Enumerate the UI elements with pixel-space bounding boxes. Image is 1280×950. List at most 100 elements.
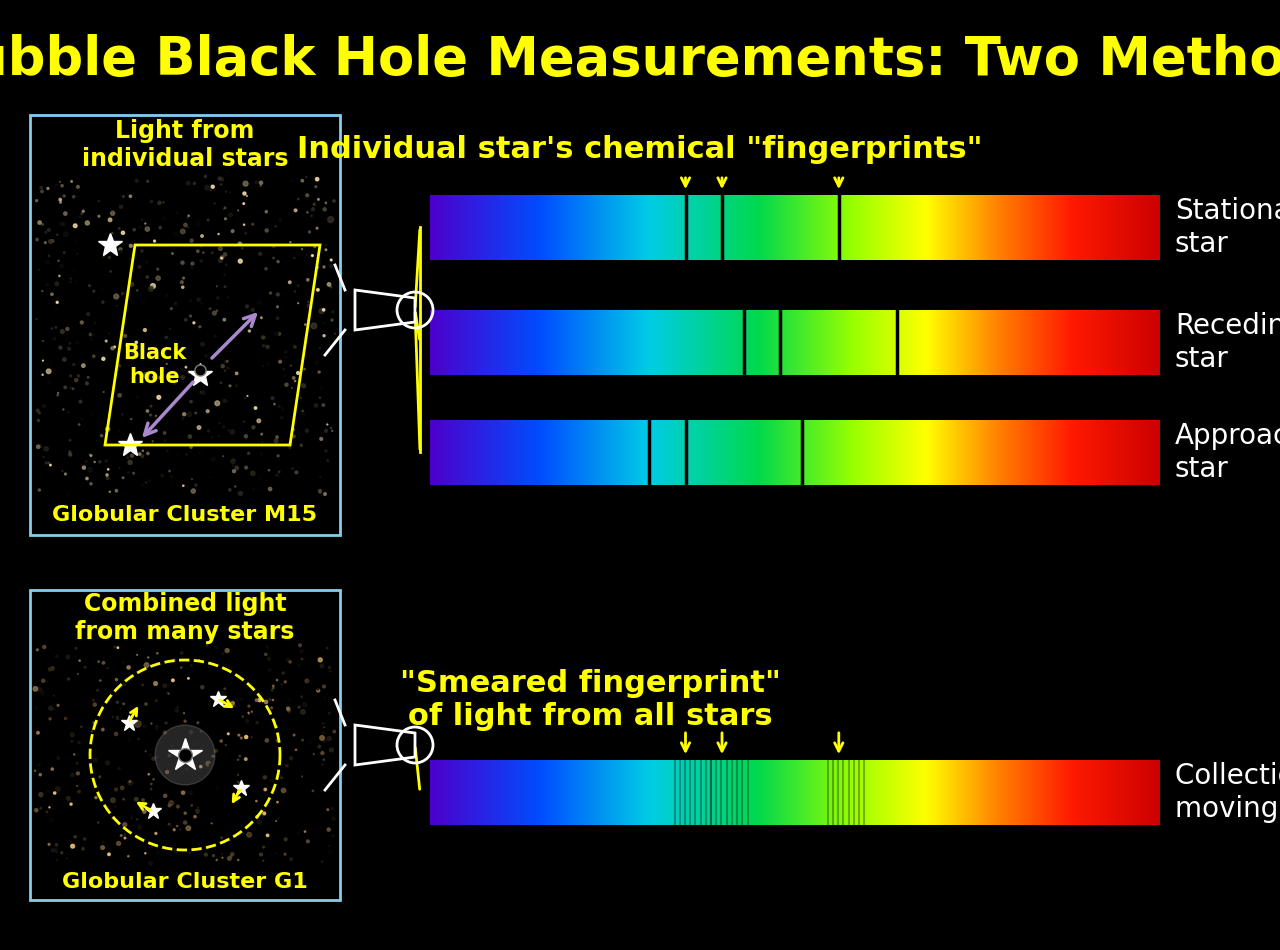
Point <box>127 647 147 662</box>
Point <box>250 471 270 486</box>
Point <box>92 281 113 296</box>
Point <box>316 195 337 210</box>
Point <box>174 407 195 422</box>
Point <box>239 323 260 338</box>
Point <box>102 710 123 725</box>
Point <box>191 254 211 269</box>
Point <box>210 253 230 268</box>
Point <box>65 640 86 656</box>
Point <box>294 355 315 370</box>
Point <box>124 222 145 238</box>
Point <box>42 843 63 858</box>
Point <box>82 724 102 739</box>
Point <box>83 693 104 708</box>
Point <box>152 468 173 484</box>
Point <box>173 478 193 493</box>
Point <box>303 747 324 762</box>
Point <box>211 375 232 390</box>
Point <box>116 338 137 353</box>
Point <box>175 815 196 830</box>
Point <box>40 662 60 677</box>
Point <box>52 179 73 194</box>
Point <box>323 801 343 816</box>
Point <box>189 446 210 461</box>
Point <box>163 476 183 491</box>
Point <box>46 840 67 855</box>
Point <box>60 380 81 395</box>
Point <box>42 321 63 336</box>
Point <box>116 187 137 202</box>
Point <box>314 679 334 694</box>
Point <box>236 428 256 444</box>
Point <box>32 184 52 200</box>
Point <box>96 468 116 484</box>
Point <box>173 279 193 294</box>
Point <box>88 194 109 209</box>
Point <box>58 405 78 420</box>
Point <box>293 406 314 421</box>
Point <box>32 688 52 703</box>
Point <box>55 711 76 726</box>
Point <box>168 799 188 814</box>
Point <box>266 673 287 688</box>
Point <box>68 369 88 384</box>
Point <box>145 234 165 249</box>
Point <box>32 283 52 298</box>
Point <box>173 224 193 239</box>
Point <box>41 812 61 827</box>
Point <box>234 218 255 233</box>
Point <box>268 254 288 269</box>
Point <box>81 332 101 347</box>
Point <box>138 650 159 665</box>
Point <box>64 189 84 204</box>
Point <box>244 224 265 239</box>
Point <box>146 676 166 692</box>
Point <box>164 241 184 256</box>
Point <box>242 730 262 745</box>
Point <box>76 233 96 248</box>
Point <box>256 732 276 748</box>
Point <box>294 697 315 712</box>
Point <box>161 469 182 484</box>
Point <box>146 408 166 424</box>
Point <box>214 393 234 408</box>
Point <box>189 319 210 334</box>
Point <box>182 259 202 275</box>
Point <box>186 478 206 493</box>
Point <box>293 207 314 222</box>
Point <box>280 851 301 866</box>
Point <box>99 326 119 341</box>
Point <box>64 357 84 372</box>
Point <box>227 366 247 381</box>
Point <box>69 653 90 668</box>
Point <box>215 200 236 216</box>
Point <box>279 275 300 290</box>
Point <box>209 428 229 444</box>
Point <box>156 687 177 702</box>
Point <box>111 701 132 716</box>
Point <box>173 411 193 427</box>
Point <box>173 766 193 781</box>
Point <box>157 444 178 459</box>
Point <box>50 174 70 189</box>
Point <box>68 766 88 781</box>
Point <box>183 315 204 331</box>
Point <box>205 329 225 344</box>
Point <box>110 701 131 716</box>
Point <box>319 731 339 746</box>
Point <box>157 765 178 780</box>
Point <box>166 446 187 462</box>
Point <box>157 686 178 701</box>
Point <box>141 776 161 791</box>
Point <box>92 294 113 310</box>
Point <box>141 776 161 791</box>
Point <box>168 699 188 714</box>
Point <box>29 406 50 421</box>
Point <box>197 637 218 653</box>
Point <box>132 243 152 258</box>
Point <box>227 461 247 476</box>
Point <box>119 732 140 747</box>
Point <box>253 338 274 353</box>
Point <box>100 212 120 227</box>
Point <box>136 696 156 712</box>
